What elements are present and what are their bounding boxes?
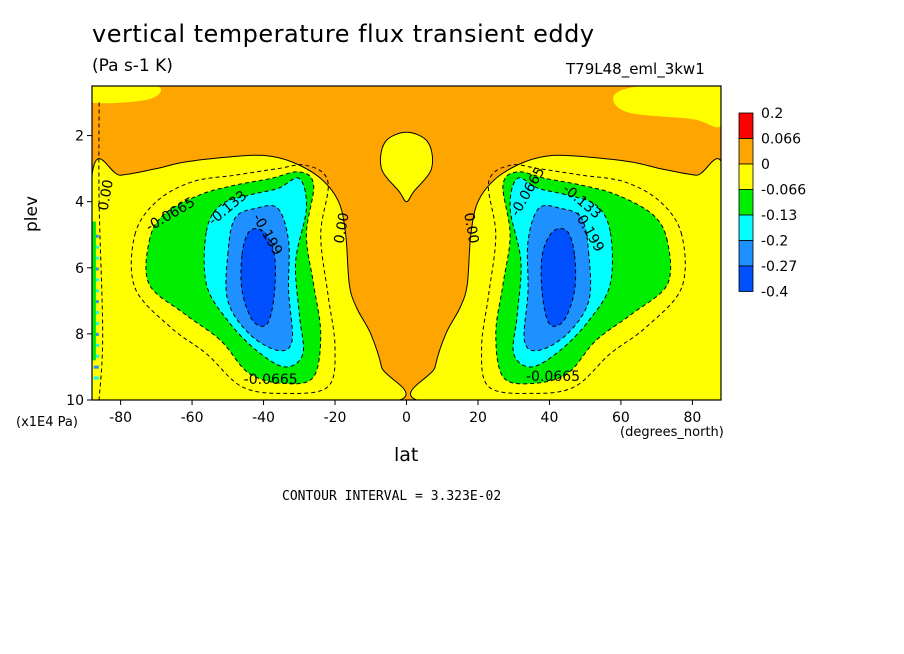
colorbar-swatch bbox=[738, 265, 754, 292]
contour-dashed-north bbox=[495, 171, 672, 385]
colorbar-swatch bbox=[738, 214, 754, 241]
colorbar-swatch bbox=[738, 240, 754, 267]
contour-dashed-south bbox=[203, 177, 307, 368]
x-tick-label: -80 bbox=[109, 410, 132, 426]
x-axis-label: lat bbox=[394, 444, 419, 466]
colorbar: 0.2 0.066 0 -0.066 -0.13 -0.2 -0.27 -0.4 bbox=[738, 106, 806, 301]
colorbar-label: 0.2 bbox=[761, 106, 783, 122]
contour-edge-south bbox=[98, 102, 104, 400]
colorbar-swatch bbox=[738, 163, 754, 190]
yellow-patch-equator bbox=[380, 132, 433, 202]
run-id: T79L48_eml_3kw1 bbox=[566, 60, 705, 78]
edge-noise-cell bbox=[93, 256, 99, 260]
y-axis-unit: (x1E4 Pa) bbox=[16, 415, 78, 430]
contour-dashed-south bbox=[130, 164, 336, 394]
y-tick-label: 2 bbox=[75, 129, 84, 145]
colorbar-label: -0.2 bbox=[761, 234, 788, 250]
x-tick-label: 40 bbox=[541, 410, 559, 426]
contour-dashed-south bbox=[145, 171, 322, 385]
contour-label: 0.00 bbox=[96, 178, 117, 211]
contour-zero-south bbox=[92, 154, 407, 400]
contour-dashed-north bbox=[481, 164, 686, 394]
contour-field bbox=[92, 86, 721, 400]
edge-noise-cell bbox=[93, 278, 99, 282]
colorbar-label: -0.13 bbox=[761, 208, 797, 224]
edge-noise-cell bbox=[93, 354, 99, 358]
lobe-darkblue-north bbox=[541, 228, 576, 327]
yellow-strip-south-top bbox=[92, 86, 162, 104]
x-axis: -80 -60 -40 -20 0 20 40 60 80 bbox=[109, 400, 701, 426]
contour-dashed-north bbox=[523, 204, 592, 352]
contour-interval: CONTOUR INTERVAL = 3.323E-02 bbox=[282, 489, 502, 504]
contour-dashed-north bbox=[540, 228, 577, 327]
edge-noise-cell bbox=[93, 245, 99, 249]
colorbar-label: -0.4 bbox=[761, 285, 788, 301]
edge-noise-cell bbox=[93, 234, 99, 238]
y-axis-label: plev bbox=[22, 195, 42, 232]
colorbar-swatch bbox=[738, 189, 754, 216]
colorbar-label: 0.066 bbox=[761, 132, 801, 148]
contour-label: 0.00 bbox=[332, 211, 353, 244]
x-tick-label: 20 bbox=[469, 410, 487, 426]
colorbar-swatch bbox=[738, 138, 754, 165]
edge-noise-cell bbox=[93, 376, 99, 380]
contour-label: 0.00 bbox=[460, 211, 481, 244]
yellow-strip-north-top bbox=[613, 86, 721, 128]
y-axis: 2 4 6 8 10 bbox=[66, 129, 92, 409]
y-tick-label: 4 bbox=[75, 195, 84, 211]
colorbar-label: 0 bbox=[761, 157, 770, 173]
y-tick-label: 8 bbox=[75, 327, 84, 343]
contour-zero-equator bbox=[379, 131, 434, 203]
contour-label: -0.0665 bbox=[526, 369, 580, 385]
x-tick-label: 60 bbox=[612, 410, 630, 426]
contour-dashed-south bbox=[240, 228, 276, 327]
contour-dashed-north bbox=[509, 177, 613, 368]
y-tick-label: 10 bbox=[66, 393, 84, 409]
x-tick-label: 0 bbox=[402, 410, 411, 426]
contour-zero-north bbox=[410, 154, 721, 400]
edge-green-strip bbox=[92, 221, 96, 361]
edge-noise-cell bbox=[93, 365, 99, 369]
edge-noise-cell bbox=[93, 343, 99, 347]
edge-noise-cell bbox=[93, 311, 99, 315]
edge-noise-cell bbox=[93, 332, 99, 336]
edge-noise-cell bbox=[93, 321, 99, 325]
chart-title: vertical temperature flux transient eddy bbox=[92, 20, 595, 48]
x-axis-unit: (degrees_north) bbox=[620, 425, 724, 440]
x-tick-label: -40 bbox=[252, 410, 275, 426]
edge-noise-cell bbox=[93, 267, 99, 271]
colorbar-label: -0.066 bbox=[761, 183, 806, 199]
colorbar-swatch bbox=[738, 112, 754, 139]
y-tick-label: 6 bbox=[75, 261, 84, 277]
contour-label: -0.0665 bbox=[244, 372, 298, 388]
edge-noise-cell bbox=[93, 300, 99, 304]
x-tick-label: -60 bbox=[181, 410, 204, 426]
x-tick-label: 80 bbox=[683, 410, 701, 426]
colorbar-label: -0.27 bbox=[761, 259, 797, 275]
x-tick-label: -20 bbox=[324, 410, 347, 426]
chart-units: (Pa s-1 K) bbox=[92, 56, 173, 76]
contour-lines bbox=[92, 102, 721, 400]
edge-noise-cell bbox=[93, 289, 99, 293]
contour-dashed-south bbox=[225, 204, 293, 352]
lobe-darkblue-south bbox=[240, 228, 276, 327]
